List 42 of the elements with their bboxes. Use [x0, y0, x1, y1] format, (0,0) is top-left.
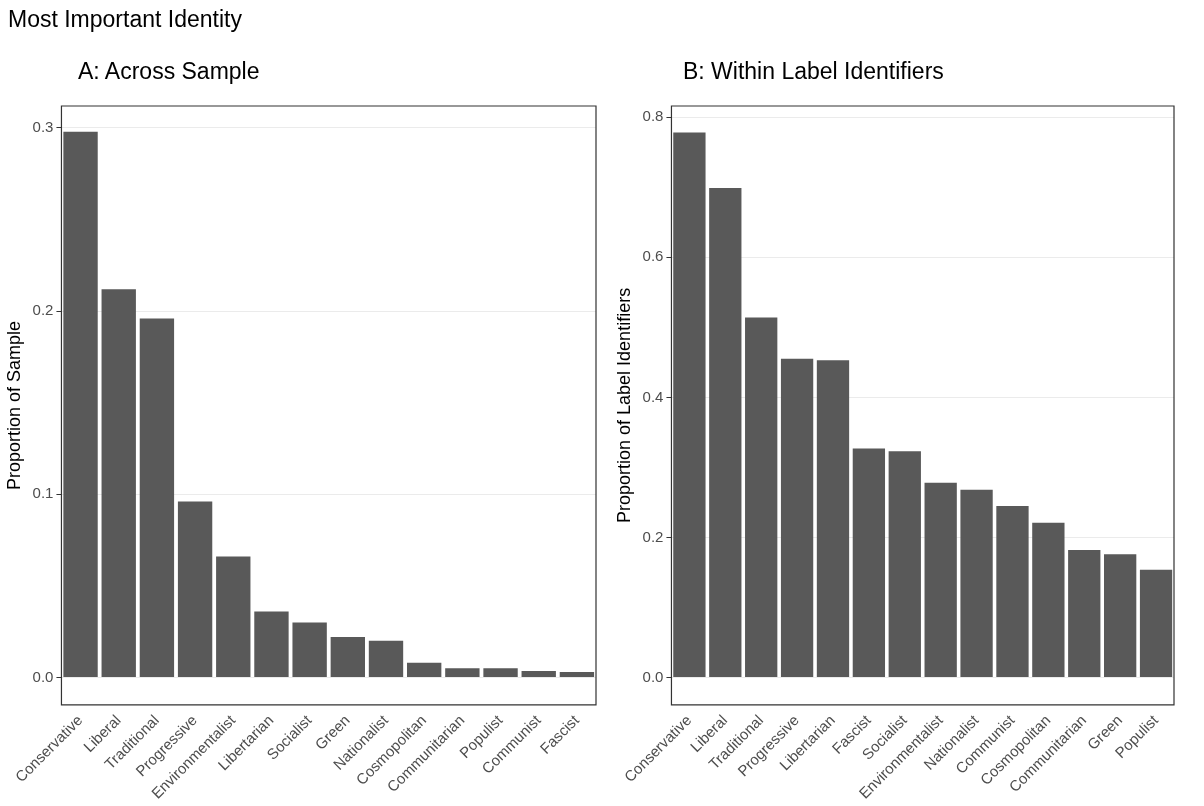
- y-tick-label: 0.6: [642, 247, 664, 265]
- bar: [292, 622, 327, 677]
- y-tick-label: 0.0: [642, 667, 664, 685]
- y-tick-label: 0.2: [642, 527, 664, 545]
- text: Most Important Identity: [8, 6, 242, 33]
- y-tick-label: 0.1: [32, 484, 54, 502]
- bar: [1104, 554, 1137, 678]
- bar: [1139, 569, 1173, 678]
- bar: [139, 318, 175, 677]
- y-tick-label: 0.8: [642, 107, 664, 125]
- bar: [1068, 550, 1101, 678]
- bar: [780, 358, 814, 678]
- y-axis-title: Proportion of Sample: [3, 320, 24, 490]
- y-tick-label: 0.4: [642, 387, 664, 405]
- bar: [924, 482, 957, 678]
- y-tick-label: 0.0: [32, 667, 54, 685]
- bar: [521, 670, 556, 677]
- bar: [745, 317, 778, 678]
- bar: [254, 611, 289, 677]
- bar: [101, 289, 136, 677]
- chart-title: B: Within Label Identifiers: [683, 58, 944, 85]
- bar: [407, 662, 442, 677]
- bar: [852, 448, 886, 678]
- bar: [177, 501, 213, 677]
- bar: [559, 671, 595, 677]
- bar: [996, 505, 1029, 678]
- bar: [1032, 522, 1065, 678]
- bar: [709, 187, 742, 678]
- bar: [483, 668, 518, 677]
- bar: [960, 489, 993, 678]
- bar: [368, 640, 404, 677]
- bar: [445, 668, 480, 677]
- chart-title: A: Across Sample: [78, 58, 260, 85]
- bar: [216, 556, 251, 677]
- bar: [816, 360, 850, 678]
- y-tick-label: 0.3: [32, 118, 54, 136]
- bar: [888, 451, 921, 678]
- bar: [330, 637, 365, 677]
- bar: [63, 131, 98, 677]
- y-axis-title: Proportion of Label Identifiers: [613, 287, 634, 524]
- bar: [673, 132, 706, 678]
- y-tick-label: 0.2: [32, 301, 54, 319]
